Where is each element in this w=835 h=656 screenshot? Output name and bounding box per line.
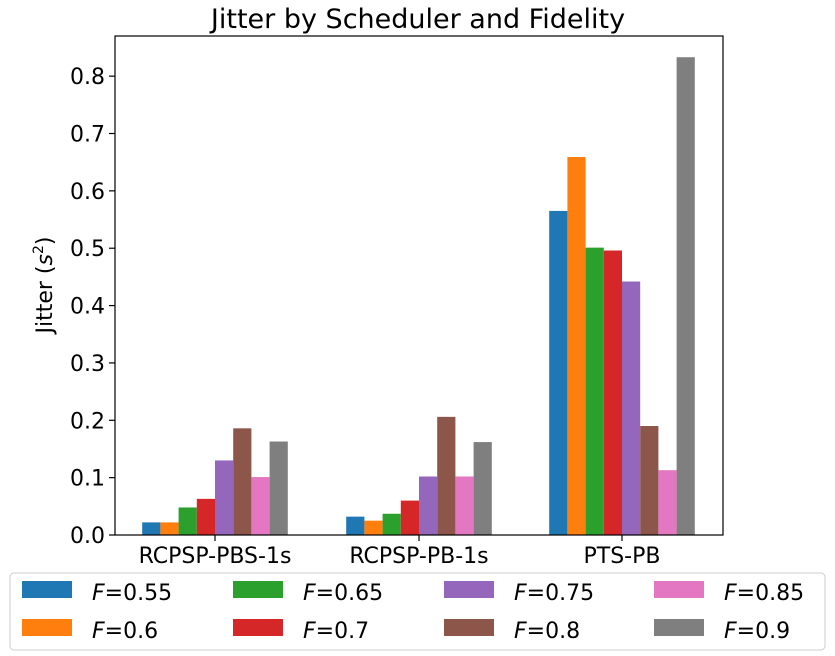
chart-title: Jitter by Scheduler and Fidelity (209, 4, 625, 35)
y-tick-label: 0.0 (70, 524, 105, 549)
bar-pts-pb-series-5 (622, 281, 641, 535)
legend-label: F=0.8 (514, 619, 580, 644)
legend-swatch (22, 619, 72, 636)
y-tick-label: 0.6 (70, 180, 105, 205)
bar-rcpsp-pb-1s-series-8 (473, 442, 492, 535)
bar-rcpsp-pbs-1s-series-4 (196, 498, 215, 535)
bar-rcpsp-pb-1s-series-7 (455, 476, 474, 535)
legend-swatch (22, 581, 72, 598)
legend-label: F=0.7 (303, 619, 369, 644)
x-tick-label: PTS-PB (584, 544, 661, 569)
legend-swatch (233, 619, 283, 636)
bar-rcpsp-pbs-1s-series-1 (142, 522, 161, 535)
bar-rcpsp-pb-1s-series-1 (346, 516, 365, 535)
bar-rcpsp-pbs-1s-series-7 (251, 477, 270, 535)
y-tick-label: 0.1 (70, 467, 105, 492)
y-tick-label: 0.8 (70, 65, 105, 90)
legend-box (9, 572, 826, 651)
legend-swatch (654, 581, 704, 598)
bar-rcpsp-pbs-1s-series-2 (160, 522, 179, 535)
legend-label: F=0.9 (724, 619, 790, 644)
legend-swatch (444, 581, 494, 598)
y-axis-ticks: 0.0 0.1 0.2 0.3 0.4 0.5 0.6 0.7 0.8 (70, 65, 115, 549)
y-tick-label: 0.3 (70, 352, 105, 377)
legend-label: F=0.6 (92, 619, 158, 644)
bar-pts-pb-series-1 (549, 210, 568, 535)
bar-rcpsp-pbs-1s-series-8 (269, 441, 288, 535)
legend-swatch (654, 619, 704, 636)
bar-rcpsp-pb-1s-series-5 (419, 476, 438, 535)
y-tick-label: 0.2 (70, 409, 105, 434)
y-tick-label: 0.4 (70, 295, 105, 320)
bar-pts-pb-series-8 (676, 57, 695, 535)
bar-rcpsp-pb-1s-series-3 (382, 513, 401, 535)
legend-label: F=0.85 (724, 581, 804, 606)
legend: F=0.55 F=0.6 F=0.65 F=0.7 F=0.75 F=0.8 F=0.85 F… (9, 572, 826, 651)
legend-swatch (444, 619, 494, 636)
bar-pts-pb-series-3 (585, 247, 604, 535)
bar-pts-pb-series-4 (603, 250, 622, 535)
y-tick-label: 0.5 (70, 237, 105, 262)
y-tick-label: 0.7 (70, 123, 105, 148)
bar-rcpsp-pbs-1s-series-5 (215, 460, 234, 535)
bar-rcpsp-pb-1s-series-2 (364, 520, 383, 535)
bar-pts-pb-series-6 (640, 426, 659, 535)
legend-label: F=0.55 (92, 581, 172, 606)
bar-pts-pb-series-7 (658, 470, 677, 535)
bar-pts-pb-series-2 (567, 157, 586, 535)
x-axis-ticks: RCPSP-PBS-1s RCPSP-PB-1s PTS-PB (139, 535, 661, 569)
bars-group (142, 57, 695, 535)
x-tick-label: RCPSP-PBS-1s (139, 544, 292, 569)
legend-label: F=0.75 (514, 581, 594, 606)
x-tick-label: RCPSP-PB-1s (349, 544, 488, 569)
legend-label: F=0.65 (303, 581, 383, 606)
bar-rcpsp-pb-1s-series-4 (400, 500, 419, 535)
legend-entries: F=0.55 F=0.6 F=0.65 F=0.7 F=0.75 F=0.8 F=0.85 F… (22, 581, 804, 644)
y-axis-label: Jitter (s2) (31, 237, 58, 336)
legend-swatch (233, 581, 283, 598)
plot-frame (114, 35, 724, 536)
bar-rcpsp-pbs-1s-series-3 (178, 507, 197, 535)
bar-rcpsp-pbs-1s-series-6 (233, 428, 252, 535)
bar-rcpsp-pb-1s-series-6 (437, 416, 456, 535)
